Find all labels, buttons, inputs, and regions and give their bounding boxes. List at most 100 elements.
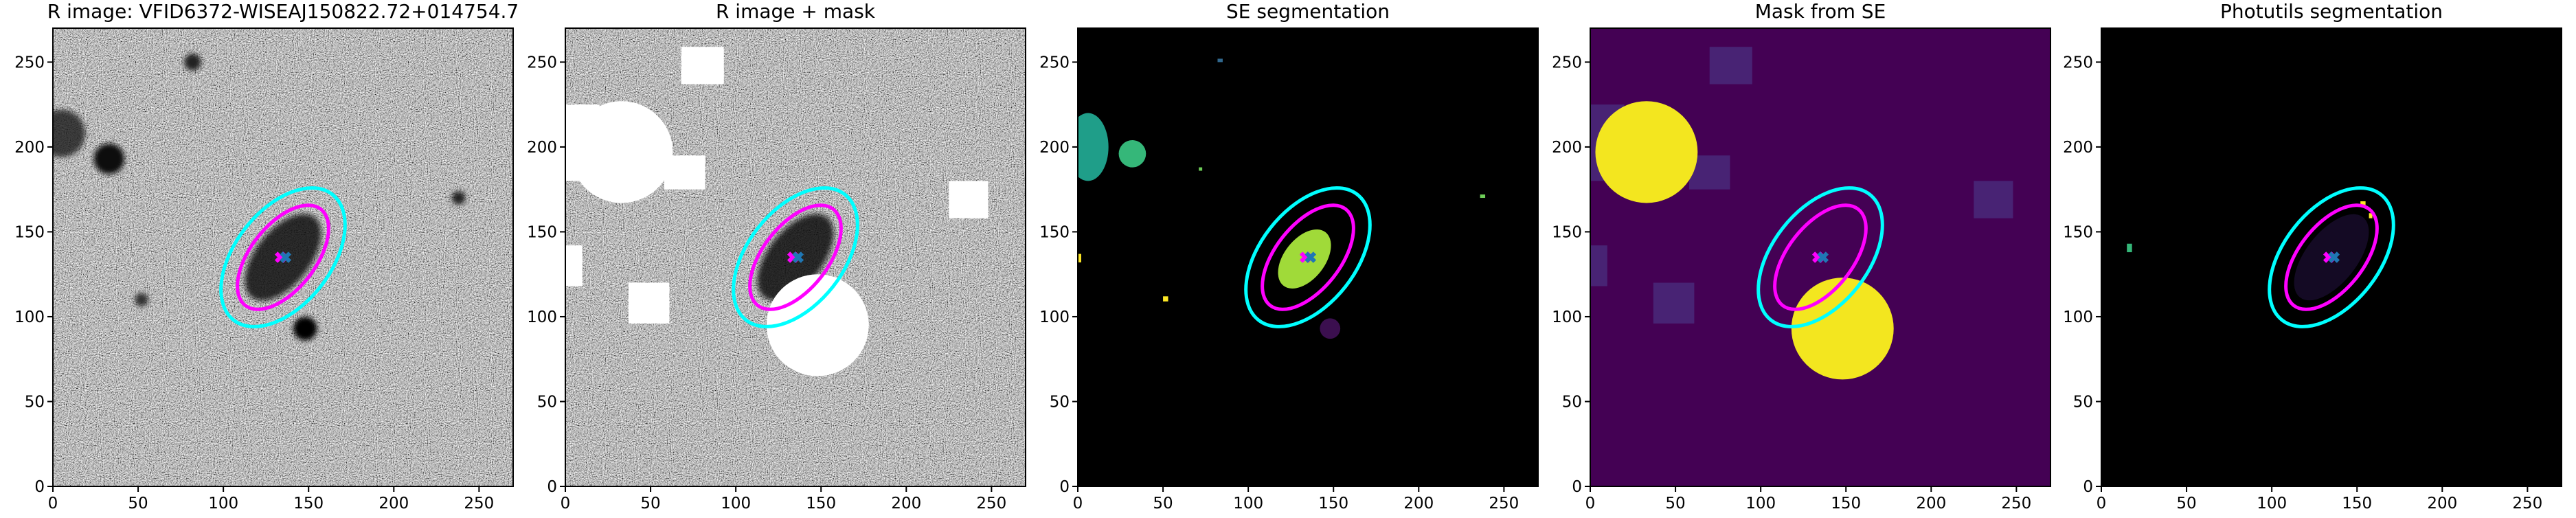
y-tick-label: 250 (14, 54, 45, 71)
x-tick-label: 150 (293, 495, 324, 513)
x-tick-label: 50 (1153, 495, 1173, 513)
y-tick-label: 0 (1572, 478, 1582, 496)
y-tick-label: 200 (14, 139, 45, 157)
y-tick-label: 250 (527, 54, 557, 71)
image-features (1078, 58, 1486, 339)
x-tick-label: 100 (2257, 495, 2287, 513)
overlay (196, 165, 370, 349)
overlay (708, 165, 882, 349)
y-tick-label: 0 (34, 478, 45, 496)
x-tick-label: 0 (1073, 495, 1083, 513)
image-panel (53, 28, 513, 486)
y-tick-label: 50 (1050, 393, 1070, 411)
center-marker (2330, 253, 2338, 261)
x-tick-label: 100 (721, 495, 751, 513)
axes-frame (2101, 27, 2562, 487)
y-tick-label: 0 (547, 478, 557, 496)
x-tick-label: 250 (2512, 495, 2542, 513)
panel-title: R image + mask (716, 0, 876, 23)
panel-title: SE segmentation (1226, 0, 1390, 23)
x-tick-label: 250 (464, 495, 494, 513)
axes-frame (52, 27, 514, 487)
y-tick-label: 0 (2083, 478, 2093, 496)
x-tick-label: 0 (48, 495, 58, 513)
x-tick-label: 150 (1318, 495, 1348, 513)
y-tick-label: 150 (1039, 223, 1070, 241)
aperture-ellipse (1221, 165, 1394, 349)
center-marker (282, 253, 290, 261)
x-tick-label: 250 (1489, 495, 1519, 513)
y-tick-label: 200 (1039, 139, 1070, 157)
x-tick-label: 50 (128, 495, 148, 513)
aperture-ellipse (2244, 165, 2418, 349)
image-features (1590, 47, 2013, 380)
image-panel (1590, 28, 2050, 486)
aperture-ellipse (732, 190, 859, 326)
y-tick-label: 150 (527, 223, 557, 241)
y-tick-label: 100 (1552, 308, 1582, 326)
x-tick-label: 50 (2176, 495, 2196, 513)
y-tick-label: 200 (527, 139, 557, 157)
y-tick-label: 50 (1562, 393, 1582, 411)
panel-title: Photutils segmentation (2220, 0, 2443, 23)
center-marker (794, 253, 802, 261)
y-tick-label: 250 (2063, 54, 2093, 71)
x-tick-label: 150 (2342, 495, 2372, 513)
image-features (565, 47, 988, 376)
x-tick-label: 200 (379, 495, 409, 513)
aperture-ellipse (1757, 190, 1884, 326)
x-tick-label: 50 (1665, 495, 1685, 513)
center-marker (1307, 253, 1315, 261)
axes-frame (1077, 27, 1539, 487)
y-tick-label: 150 (14, 223, 45, 241)
y-tick-label: 50 (2073, 393, 2093, 411)
aperture-ellipse (196, 165, 370, 349)
image-panel (2101, 28, 2562, 486)
x-tick-label: 50 (640, 495, 660, 513)
aperture-ellipse (1733, 165, 1907, 349)
y-tick-label: 150 (1552, 223, 1582, 241)
image-panel (1078, 28, 1538, 486)
overlay (2244, 165, 2418, 349)
x-tick-label: 150 (1831, 495, 1861, 513)
x-tick-label: 0 (1585, 495, 1596, 513)
x-tick-label: 150 (806, 495, 836, 513)
y-tick-label: 100 (527, 308, 557, 326)
y-tick-label: 100 (14, 308, 45, 326)
x-tick-label: 200 (891, 495, 921, 513)
x-tick-label: 250 (976, 495, 1006, 513)
x-tick-label: 100 (208, 495, 238, 513)
y-tick-label: 250 (1039, 54, 1070, 71)
y-tick-label: 200 (2063, 139, 2093, 157)
x-tick-label: 0 (2097, 495, 2107, 513)
axes-frame (1590, 27, 2051, 487)
y-tick-label: 0 (1059, 478, 1070, 496)
y-tick-label: 150 (2063, 223, 2093, 241)
axes-frame (565, 27, 1026, 487)
panel-title: R image: VFID6372-WISEAJ150822.72+014754… (47, 0, 519, 23)
y-tick-label: 200 (1552, 139, 1582, 157)
aperture-ellipse (220, 190, 346, 326)
y-tick-label: 100 (2063, 308, 2093, 326)
y-tick-label: 100 (1039, 308, 1070, 326)
y-tick-label: 50 (537, 393, 557, 411)
center-marker (1819, 253, 1827, 261)
x-tick-label: 100 (1745, 495, 1776, 513)
panel-title: Mask from SE (1755, 0, 1886, 23)
aperture-ellipse (1245, 190, 1371, 326)
x-tick-label: 200 (1916, 495, 1946, 513)
x-tick-label: 250 (2001, 495, 2031, 513)
aperture-ellipse (2268, 190, 2395, 326)
x-tick-label: 200 (2427, 495, 2457, 513)
x-tick-label: 100 (1233, 495, 1263, 513)
image-panel (565, 28, 1026, 486)
x-tick-label: 200 (1403, 495, 1434, 513)
aperture-ellipse (708, 165, 882, 349)
overlay (1221, 165, 1394, 349)
x-tick-label: 0 (561, 495, 571, 513)
y-tick-label: 250 (1552, 54, 1582, 71)
y-tick-label: 50 (25, 393, 45, 411)
overlay (1733, 165, 1907, 349)
